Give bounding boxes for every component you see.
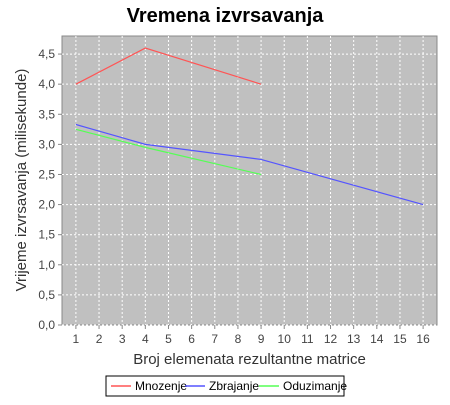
x-tick-label: 11	[301, 332, 314, 346]
legend: Mnozenje Zbrajanje Oduzimanje	[105, 375, 347, 397]
x-tick-label: 7	[211, 332, 218, 346]
x-tick-label: 2	[96, 332, 103, 346]
x-tick-label: 10	[278, 332, 292, 346]
legend-label-zbrajanje: Zbrajanje	[209, 379, 259, 393]
x-tick-label: 9	[258, 332, 265, 346]
grid	[62, 36, 437, 326]
y-tick-label: 0,0	[38, 318, 55, 332]
y-tick-label: 1,0	[38, 258, 55, 272]
x-tick-label: 16	[416, 332, 430, 346]
y-tick-label: 1,5	[38, 228, 55, 242]
x-axis-label: Broj elemenata rezultantne matrice	[133, 351, 366, 368]
x-tick-label: 13	[347, 332, 361, 346]
x-tick-label: 4	[142, 332, 149, 346]
series-line-oduzimanje	[75, 128, 262, 176]
x-axis: 1 2 3 4 5 6 7 8 9 10 11 12 13 14 15 16	[73, 325, 430, 346]
x-tick-label: 8	[235, 332, 242, 346]
y-tick-label: 0,5	[38, 288, 55, 302]
chart-title: Vremena izvrsavanja	[127, 5, 325, 27]
series-line-mnozenje	[75, 47, 262, 85]
y-axis: 0,0 0,5 1,0 1,5 2,0 2,5 3,0 3,5 4,0 4,5	[38, 47, 62, 332]
legend-label-mnozenje: Mnozenje	[135, 379, 187, 393]
series-line-zbrajanje	[75, 123, 424, 206]
y-tick-label: 2,5	[38, 167, 55, 181]
y-tick-label: 4,0	[38, 77, 55, 91]
y-tick-label: 3,5	[38, 107, 55, 121]
x-tick-label: 1	[73, 332, 80, 346]
y-axis-label: Vrijeme izvrsavanja (milisekunde)	[13, 69, 30, 292]
series-layer	[75, 47, 424, 206]
x-tick-label: 14	[370, 332, 384, 346]
x-tick-label: 6	[188, 332, 195, 346]
y-tick-label: 3,0	[38, 137, 55, 151]
x-tick-label: 15	[393, 332, 407, 346]
x-tick-label: 5	[165, 332, 172, 346]
legend-label-oduzimanje: Oduzimanje	[283, 379, 347, 393]
x-tick-label: 3	[119, 332, 126, 346]
legend-box	[105, 375, 345, 397]
x-tick-label: 12	[324, 332, 338, 346]
y-tick-label: 4,5	[38, 47, 55, 61]
y-tick-label: 2,0	[38, 198, 55, 212]
plot-background	[61, 35, 438, 326]
